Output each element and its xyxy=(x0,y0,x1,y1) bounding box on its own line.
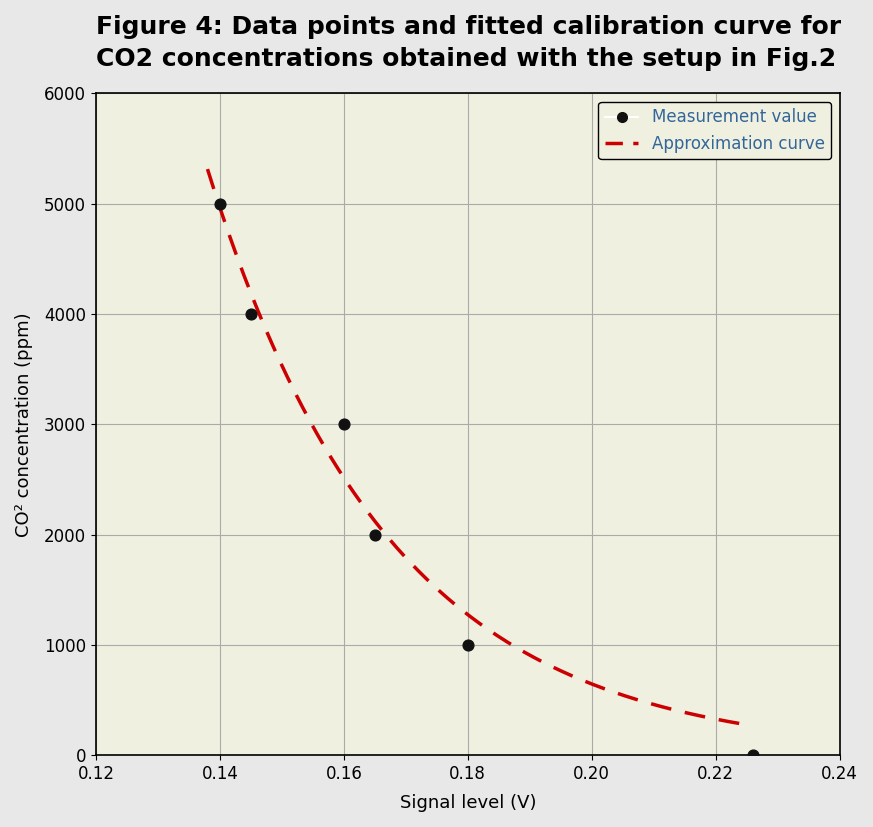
Text: Figure 4: Data points and fitted calibration curve for
CO2 concentrations obtain: Figure 4: Data points and fitted calibra… xyxy=(96,15,841,70)
Y-axis label: CO² concentration (ppm): CO² concentration (ppm) xyxy=(15,312,33,537)
Point xyxy=(213,197,227,210)
Point xyxy=(368,528,382,541)
X-axis label: Signal level (V): Signal level (V) xyxy=(400,794,536,812)
Point xyxy=(337,418,351,431)
Legend: Measurement value, Approximation curve: Measurement value, Approximation curve xyxy=(598,102,831,160)
Point xyxy=(746,748,760,762)
Point xyxy=(244,308,258,321)
Point xyxy=(461,638,475,652)
